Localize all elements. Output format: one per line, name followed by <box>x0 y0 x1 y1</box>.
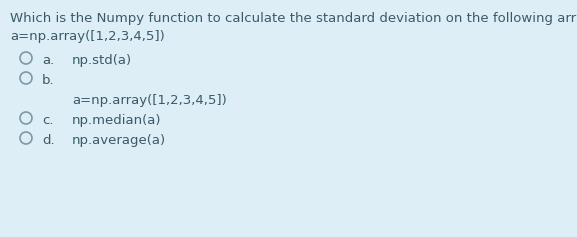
Text: b.: b. <box>42 74 55 87</box>
Text: a=np.array([1,2,3,4,5]): a=np.array([1,2,3,4,5]) <box>10 30 165 43</box>
Text: a.: a. <box>42 54 54 67</box>
Text: Which is the Numpy function to calculate the standard deviation on the following: Which is the Numpy function to calculate… <box>10 12 577 25</box>
Text: np.median(a): np.median(a) <box>72 114 162 127</box>
Text: np.average(a): np.average(a) <box>72 134 166 147</box>
Text: np.std(a): np.std(a) <box>72 54 132 67</box>
Text: d.: d. <box>42 134 55 147</box>
Text: c.: c. <box>42 114 54 127</box>
Text: a=np.array([1,2,3,4,5]): a=np.array([1,2,3,4,5]) <box>72 94 227 107</box>
